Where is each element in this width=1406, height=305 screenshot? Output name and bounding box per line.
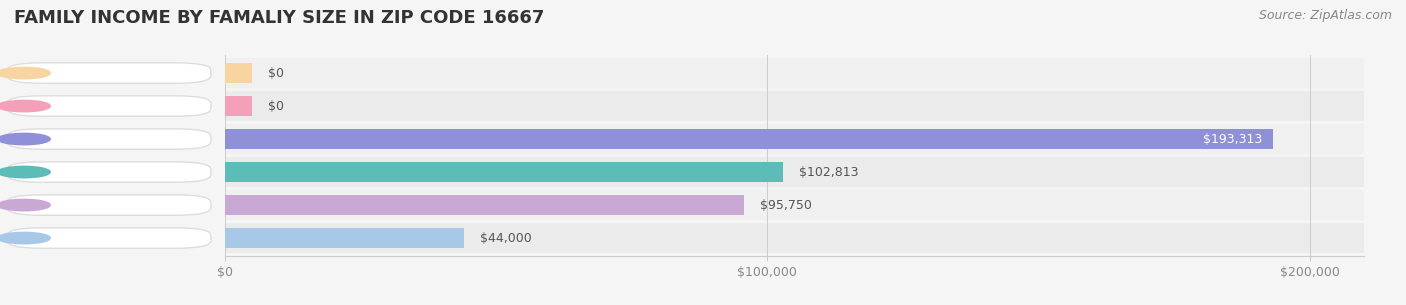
Text: $193,313: $193,313 (1204, 133, 1263, 145)
Bar (225, 91, 1364, 121)
Bar (225, 195, 744, 215)
Bar (225, 157, 1364, 187)
Text: $95,750: $95,750 (761, 199, 813, 212)
Bar (225, 63, 252, 83)
Text: $0: $0 (269, 66, 284, 80)
Bar (225, 124, 1364, 154)
Text: 2-Person Families: 2-Person Families (69, 231, 172, 245)
Text: 5-Person Families: 5-Person Families (69, 133, 172, 145)
Bar (225, 129, 1274, 149)
Bar (225, 162, 783, 182)
Bar (225, 223, 1364, 253)
Text: 4-Person Families: 4-Person Families (69, 166, 172, 178)
Text: FAMILY INCOME BY FAMALIY SIZE IN ZIP CODE 16667: FAMILY INCOME BY FAMALIY SIZE IN ZIP COD… (14, 9, 544, 27)
Text: $44,000: $44,000 (479, 231, 531, 245)
Bar (225, 58, 1364, 88)
Text: Source: ZipAtlas.com: Source: ZipAtlas.com (1258, 9, 1392, 22)
Bar (225, 190, 1364, 220)
Bar (225, 228, 464, 248)
Text: $0: $0 (269, 99, 284, 113)
Text: 7+ Person Families: 7+ Person Families (65, 66, 176, 80)
Text: 3-Person Families: 3-Person Families (69, 199, 172, 212)
Bar (225, 96, 252, 116)
Text: $102,813: $102,813 (799, 166, 858, 178)
Text: 6-Person Families: 6-Person Families (69, 99, 172, 113)
